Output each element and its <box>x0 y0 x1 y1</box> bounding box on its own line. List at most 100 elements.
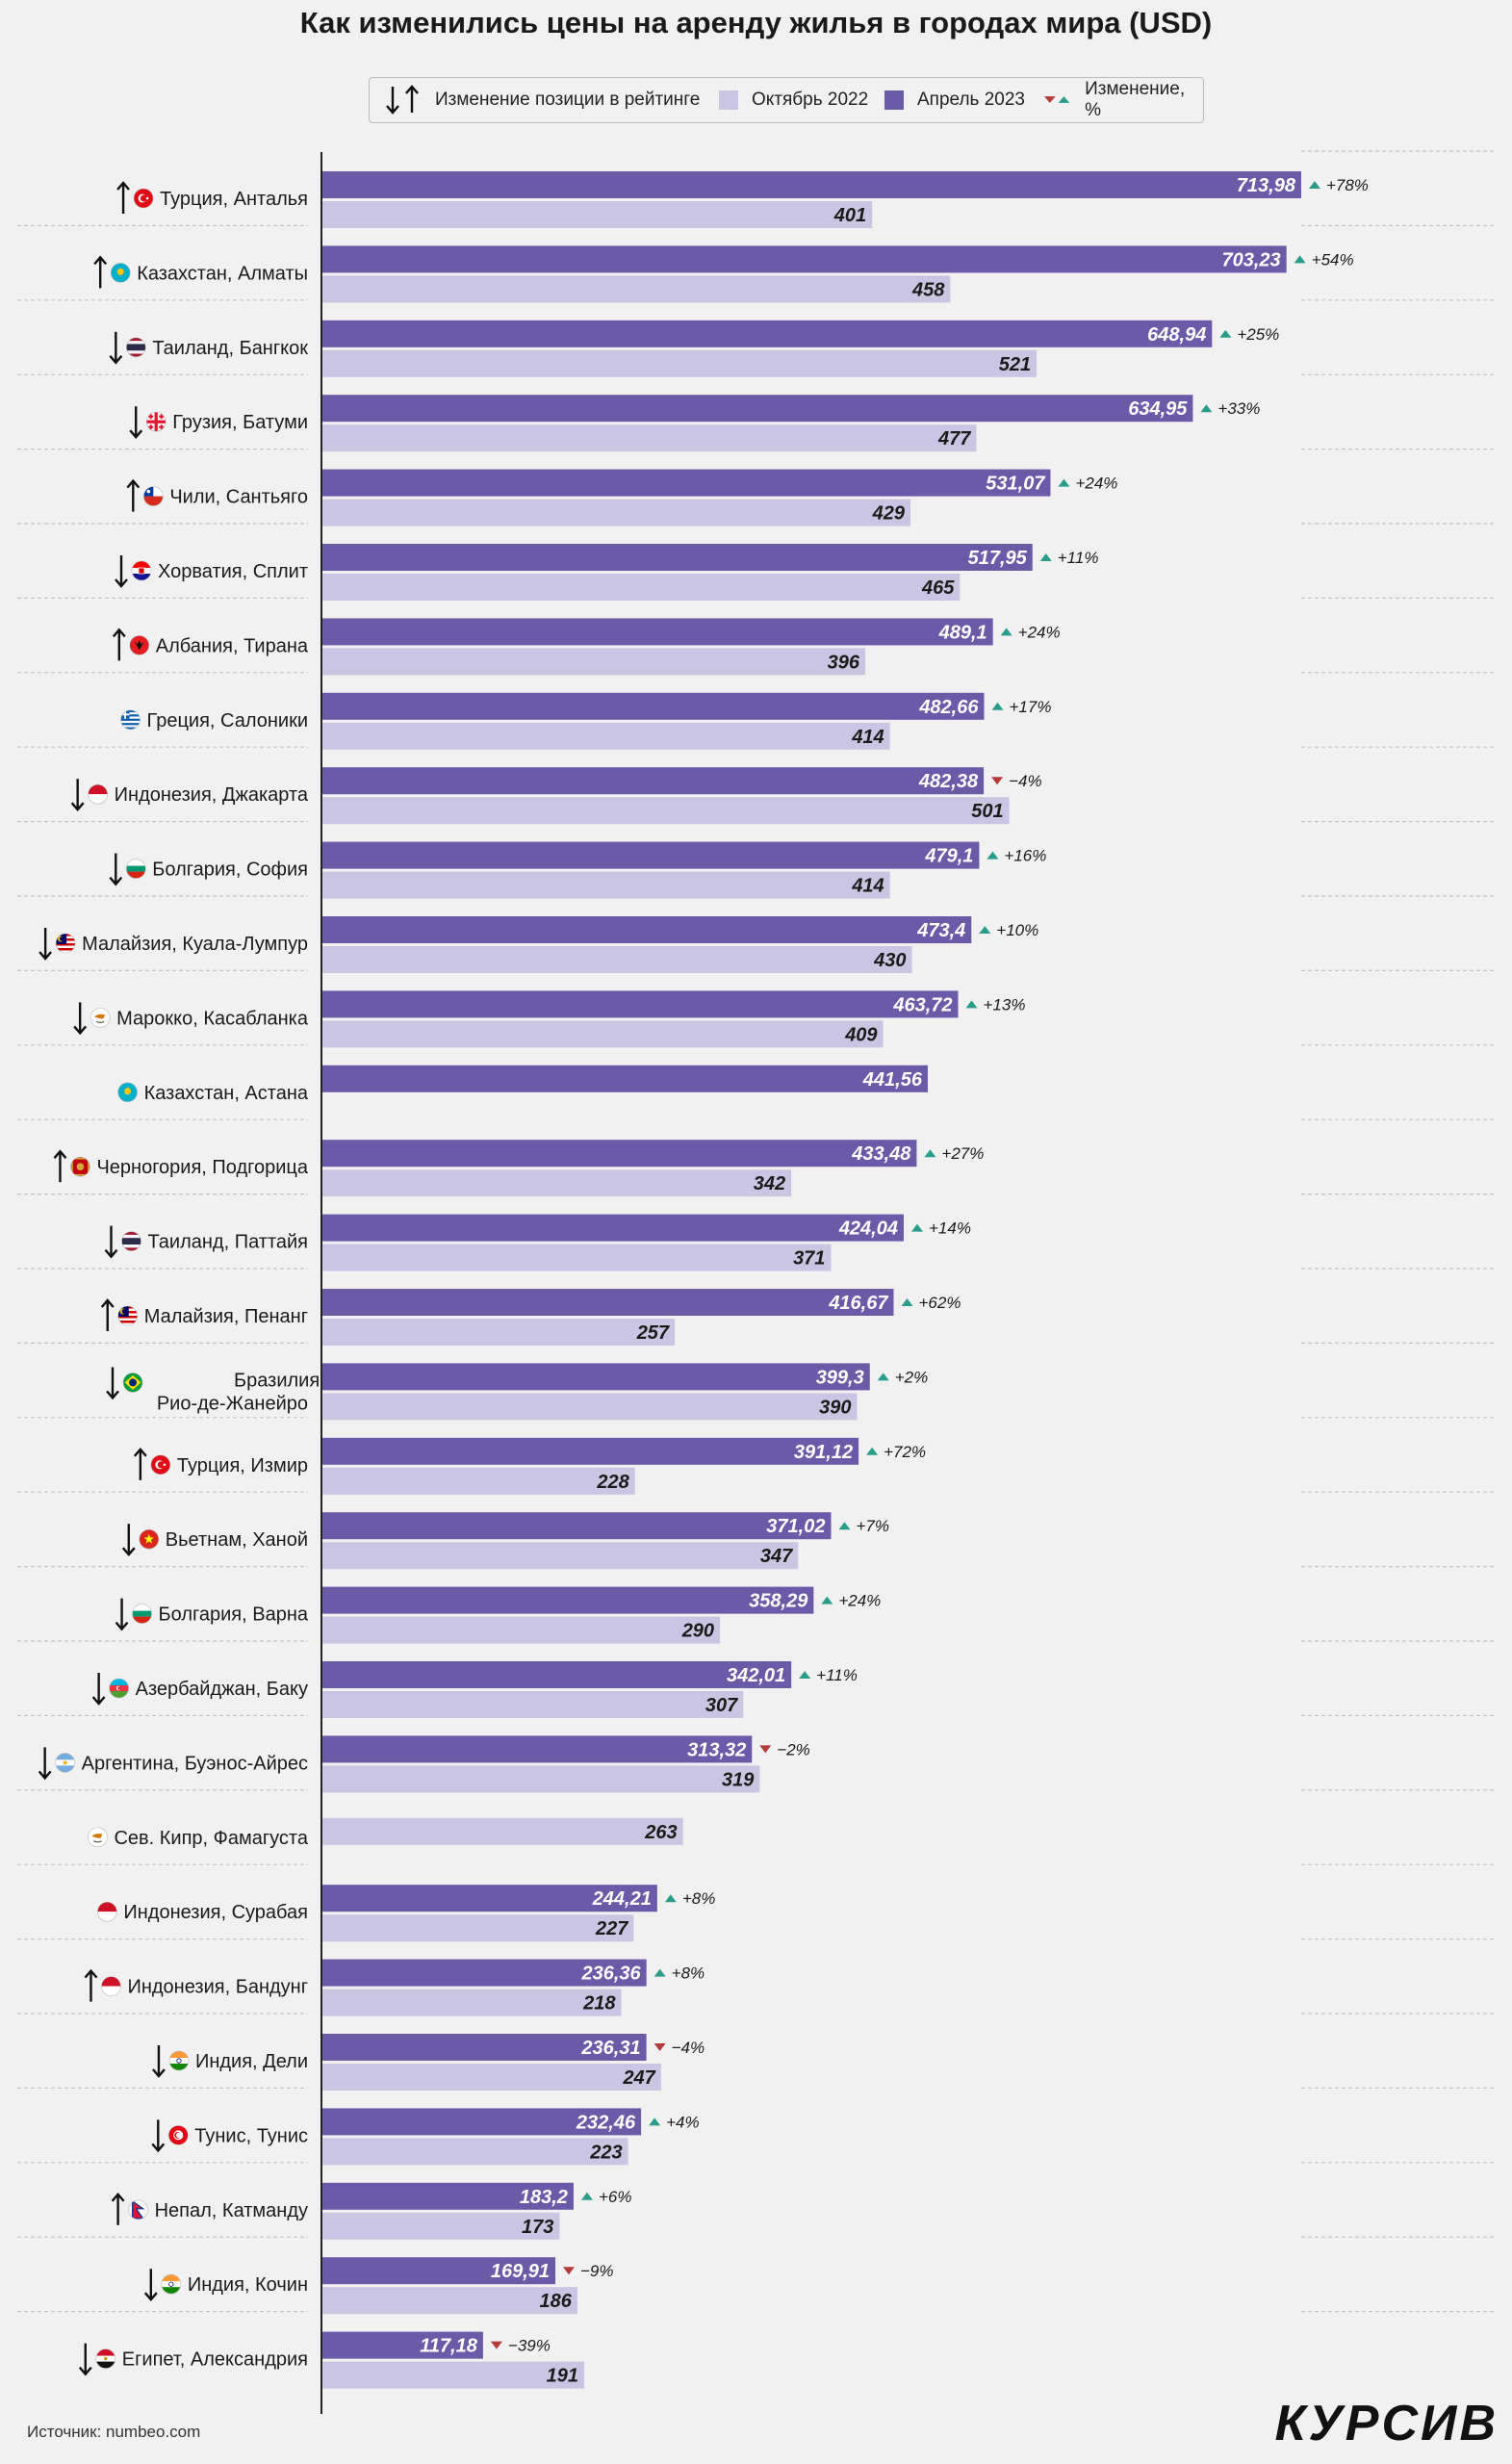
bar-oct2022 <box>322 797 1010 825</box>
row-label: Казахстан, Алматы <box>137 263 308 284</box>
value-label-oct2022: 429 <box>872 503 906 525</box>
thailand-flag-icon <box>126 337 146 358</box>
change-percent-label: +8% <box>682 1889 716 1908</box>
bar-oct2022 <box>322 574 961 601</box>
legend-swatch-oct2022 <box>719 90 738 110</box>
bar-oct2022 <box>322 871 890 899</box>
bar-oct2022 <box>322 424 977 452</box>
row-label: Индия, Кочин <box>188 2274 308 2296</box>
value-label-apr2023: 416,67 <box>828 1293 888 1314</box>
decrease-triangle-icon <box>991 777 1004 785</box>
decrease-triangle-icon <box>490 2341 502 2349</box>
increase-triangle-icon <box>1000 628 1012 636</box>
chart-row: Индия, Дели 236,31 247 −4% <box>17 2013 1497 2091</box>
value-label-apr2023: 358,29 <box>749 1591 808 1612</box>
change-percent-label: +24% <box>1075 475 1117 493</box>
change-percent-label: −9% <box>580 2262 614 2280</box>
bar-apr2023 <box>322 544 1033 571</box>
chart-row: Черногория, Подгорица 433,48 342 +27% <box>17 1118 1497 1197</box>
row-label: Аргентина, Буэнос-Айрес <box>82 1753 308 1774</box>
egypt-flag-icon <box>95 2348 116 2369</box>
bar-apr2023 <box>322 1363 870 1391</box>
value-label-oct2022: 521 <box>999 354 1031 375</box>
change-percent-label: +24% <box>1018 623 1061 641</box>
row-label: Марокко, Касабланка <box>116 1008 309 1029</box>
argentina-flag-icon <box>55 1753 75 1773</box>
bar-oct2022 <box>322 1467 635 1495</box>
value-label-apr2023: 703,23 <box>1221 249 1280 270</box>
increase-triangle-icon <box>653 1968 666 1977</box>
bar-apr2023 <box>322 1214 904 1242</box>
value-label-oct2022: 401 <box>833 205 866 226</box>
rank-down-arrow-icon <box>115 1598 129 1631</box>
change-percent-label: +62% <box>918 1294 961 1312</box>
bar-oct2022 <box>322 499 911 526</box>
change-percent-label: −4% <box>1009 772 1042 790</box>
increase-triangle-icon <box>987 851 999 860</box>
bar-apr2023 <box>322 1959 647 1987</box>
rank-up-arrow-icon <box>84 1968 98 2002</box>
increase-triangle-icon <box>1308 181 1320 189</box>
croatia-flag-icon <box>131 560 152 581</box>
bar-apr2023 <box>322 245 1287 273</box>
row-label: Болгария, София <box>152 860 308 881</box>
decrease-triangle-icon <box>563 2267 576 2275</box>
change-percent-label: +33% <box>1217 399 1260 418</box>
bar-apr2023 <box>322 320 1213 347</box>
bar-apr2023 <box>322 2108 642 2136</box>
legend-swatch-apr2023 <box>884 90 904 110</box>
rank-down-arrow-icon <box>129 406 143 440</box>
change-percent-label: −4% <box>672 2039 705 2057</box>
legend-rank-change: Изменение позиции в рейтинге <box>383 78 700 122</box>
legend-oct2022-label: Октябрь 2022 <box>752 90 869 110</box>
chart-row: Турция, Анталья 713,98 401 +78% <box>116 150 1497 228</box>
decrease-triangle-icon <box>759 1745 772 1754</box>
chile-flag-icon <box>143 486 164 506</box>
chart-row: Грузия, Батуми 634,95 477 +33% <box>17 373 1497 452</box>
bar-oct2022 <box>322 275 951 303</box>
bar-apr2023 <box>322 395 1193 423</box>
legend-oct2022: Октябрь 2022 <box>719 78 868 122</box>
value-label-apr2023: 399,3 <box>816 1367 864 1388</box>
kazakhstan-flag-icon <box>117 1082 138 1103</box>
increase-triangle-icon <box>1200 404 1213 413</box>
value-label-apr2023: 371,02 <box>766 1516 825 1537</box>
bar-oct2022 <box>322 2212 560 2240</box>
india-flag-icon <box>161 2273 182 2295</box>
chart-row: Болгария, Варна 358,29 290 +24% <box>17 1565 1497 1644</box>
bar-apr2023 <box>322 469 1051 497</box>
change-percent-label: +24% <box>838 1592 881 1610</box>
value-label-apr2023: 479,1 <box>924 846 973 867</box>
change-percent-label: +78% <box>1326 176 1369 194</box>
rank-up-arrow-icon <box>133 1447 147 1480</box>
rank-down-arrow-icon <box>143 2269 158 2302</box>
bar-oct2022 <box>322 2287 577 2315</box>
row-label: Болгария, Варна <box>159 1604 309 1626</box>
value-label-oct2022: 409 <box>844 1024 878 1045</box>
change-percent-label: +2% <box>895 1368 929 1386</box>
value-label-oct2022: 173 <box>522 2217 553 2238</box>
bar-oct2022 <box>322 1817 683 1845</box>
change-percent-label: +6% <box>599 2188 632 2206</box>
increase-triangle-icon <box>877 1373 889 1381</box>
chart-row: Вьетнам, Ханой 371,02 347 +7% <box>17 1491 1497 1570</box>
rank-up-arrow-icon <box>53 1149 67 1183</box>
value-label-oct2022: 257 <box>636 1322 670 1344</box>
malaysia-flag-icon <box>55 933 76 954</box>
increase-triangle-icon <box>991 702 1004 710</box>
bar-apr2023 <box>322 2257 556 2285</box>
indonesia-flag-icon <box>88 783 108 805</box>
bar-oct2022 <box>322 201 873 228</box>
georgia-flag-icon <box>145 411 167 432</box>
value-label-oct2022: 227 <box>595 1918 628 1939</box>
legend-change: Изменение, % <box>1043 78 1203 122</box>
increase-triangle-icon <box>910 1223 923 1232</box>
value-label-oct2022: 342 <box>754 1173 785 1194</box>
value-label-apr2023: 531,07 <box>986 474 1045 495</box>
bar-apr2023 <box>322 2182 574 2210</box>
chart-row: Малайзия, Куала-Лумпур 473,4 430 +10% <box>17 895 1497 973</box>
brazil-flag-icon <box>122 1373 143 1393</box>
chart-title: Как изменились цены на аренду жилья в го… <box>299 6 1213 39</box>
bar-oct2022 <box>322 1542 799 1570</box>
value-label-apr2023: 342,01 <box>727 1665 785 1686</box>
